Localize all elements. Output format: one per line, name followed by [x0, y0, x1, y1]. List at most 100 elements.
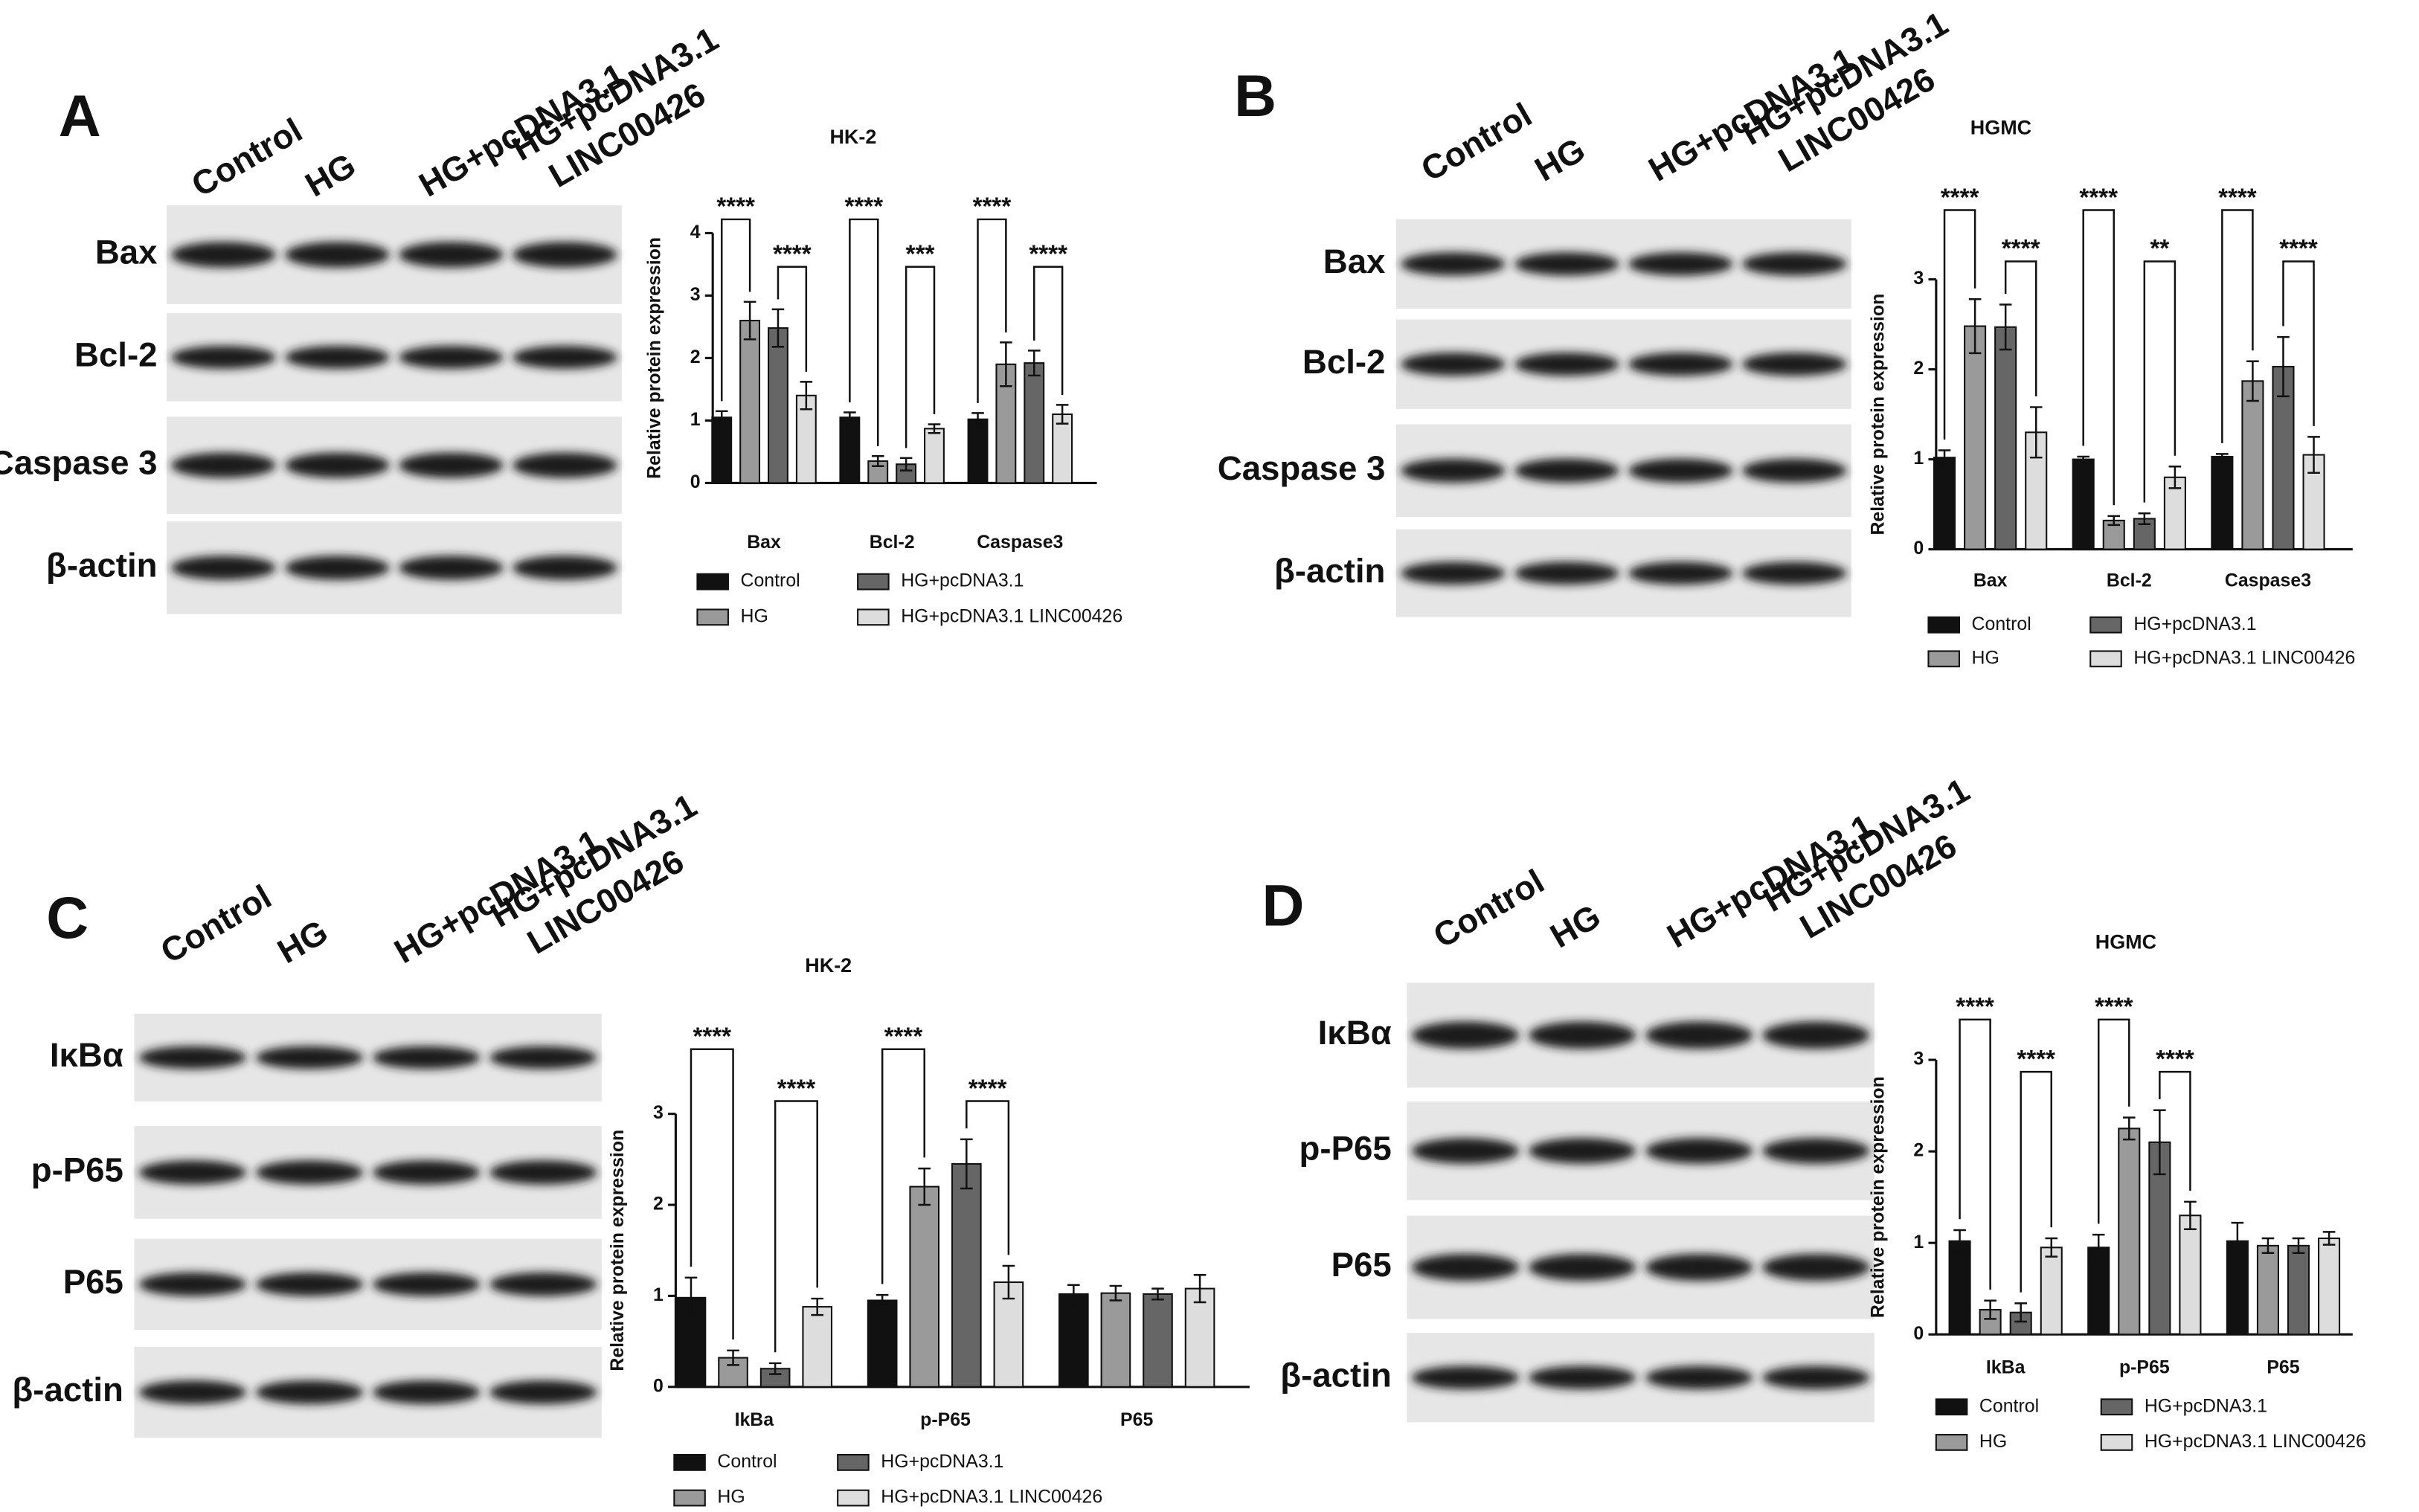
y-tick-label: 3: [653, 1102, 664, 1123]
legend-label: HG: [1979, 1431, 2007, 1452]
band-label: β-actin: [12, 1371, 123, 1409]
significance-label: ****: [2017, 1046, 2055, 1073]
x-tick-label: Bax: [747, 532, 781, 553]
y-tick-label: 0: [1913, 1323, 1924, 1344]
bar: [2287, 1244, 2310, 1336]
x-tick-label: Caspase3: [977, 532, 1063, 553]
error-bar: [1109, 1284, 1122, 1302]
significance-bracket: [690, 1048, 734, 1340]
legend-swatch: [1927, 650, 1960, 668]
blot-band: [1514, 562, 1619, 585]
legend-swatch: [857, 608, 890, 626]
error-bar: [2277, 335, 2290, 398]
error-bar: [1999, 303, 2012, 351]
y-tick-label: 1: [1913, 1232, 1924, 1252]
blot-band: [1741, 458, 1847, 483]
error-bar: [1938, 449, 1951, 466]
error-bar: [971, 412, 984, 427]
bar: [1184, 1287, 1215, 1388]
y-tick-label: 3: [690, 284, 701, 305]
legend-label: HG: [741, 605, 768, 626]
error-bar: [811, 1297, 824, 1316]
significance-label: ****: [2218, 184, 2257, 211]
band-label: Bcl-2: [1302, 343, 1386, 381]
bar: [2072, 458, 2095, 550]
error-bar: [2123, 1116, 2136, 1141]
legend-label: HG+pcDNA3.1 LINC00426: [2133, 647, 2355, 668]
error-bar: [844, 411, 856, 424]
legend-label: HG+pcDNA3.1: [881, 1451, 1003, 1472]
blot-band: [1411, 1365, 1520, 1389]
blot-band: [1762, 1253, 1870, 1281]
bar: [1964, 325, 1987, 550]
significance-bracket: [881, 1048, 925, 1284]
legend-swatch: [837, 1489, 870, 1507]
error-bar: [2092, 1233, 2105, 1261]
significance-bracket: [2004, 260, 2037, 396]
y-tick-label: 1: [653, 1284, 664, 1305]
y-tick-label: 1: [690, 409, 701, 430]
x-tick-label: Bcl-2: [870, 532, 915, 553]
blot-band: [1514, 252, 1619, 276]
x-tick-label: Caspase3: [2225, 570, 2311, 591]
significance-label: ****: [973, 193, 1012, 221]
legend-label: Control: [717, 1451, 777, 1472]
error-bar: [2307, 436, 2320, 474]
significance-bracket: [777, 266, 808, 372]
blot-band: [285, 556, 390, 580]
legend-label: Control: [1979, 1395, 2039, 1416]
x-tick-label: P65: [2267, 1357, 2299, 1377]
y-axis-label: Relative protein expression: [607, 1130, 628, 1371]
blot-band: [285, 346, 390, 369]
significance-bracket: [1033, 266, 1064, 395]
blot-band: [138, 1272, 247, 1296]
error-bar: [1968, 298, 1982, 355]
bar: [768, 327, 788, 484]
bar: [2211, 455, 2234, 550]
significance-label: ****: [716, 193, 755, 221]
bar: [2087, 1246, 2110, 1336]
legend-label: HG+pcDNA3.1 LINC00426: [901, 605, 1122, 626]
panel-label: B: [1234, 63, 1276, 129]
legend-label: Control: [1972, 614, 2031, 634]
error-bar: [2184, 1200, 2197, 1230]
y-axis-label: Relative protein expression: [644, 237, 665, 479]
blot-band: [1762, 1021, 1870, 1049]
legend-swatch: [1935, 1398, 1968, 1416]
y-tick-label: 1: [1913, 448, 1924, 469]
error-bar: [1193, 1274, 1207, 1304]
bar: [2256, 1244, 2279, 1336]
blot-band: [372, 1046, 481, 1069]
significance-label: ****: [2095, 994, 2133, 1021]
significance-bracket: [977, 218, 1007, 403]
blot-band: [285, 242, 390, 268]
error-bar: [899, 457, 913, 472]
bar: [967, 418, 989, 484]
blot-band: [138, 1160, 247, 1185]
significance-bracket: [774, 1100, 818, 1353]
error-bar: [2045, 1237, 2058, 1258]
significance-label: **: [2150, 235, 2169, 263]
blot-band: [1628, 562, 1733, 585]
x-tick-label: P65: [1120, 1409, 1153, 1430]
significance-bracket: [2221, 209, 2254, 443]
blot-band: [1411, 1138, 1520, 1164]
bar: [867, 1299, 898, 1388]
blot-band: [1628, 252, 1733, 276]
x-tick-label: IkBa: [1986, 1357, 2026, 1377]
error-bar: [871, 455, 884, 467]
y-tick-label: 3: [1913, 268, 1924, 289]
significance-label: ***: [906, 241, 935, 268]
blot-band: [512, 242, 617, 268]
blot-band: [489, 1160, 597, 1185]
blot-band: [372, 1160, 481, 1185]
significance-bracket: [2097, 1018, 2130, 1224]
blot-band: [1628, 353, 1733, 376]
blot-band: [255, 1380, 364, 1404]
error-bar: [928, 423, 941, 434]
significance-label: ****: [2079, 184, 2118, 211]
y-axis-label: Relative protein expression: [1867, 1076, 1888, 1318]
error-bar: [771, 308, 785, 348]
significance-label: ****: [1941, 184, 1979, 211]
